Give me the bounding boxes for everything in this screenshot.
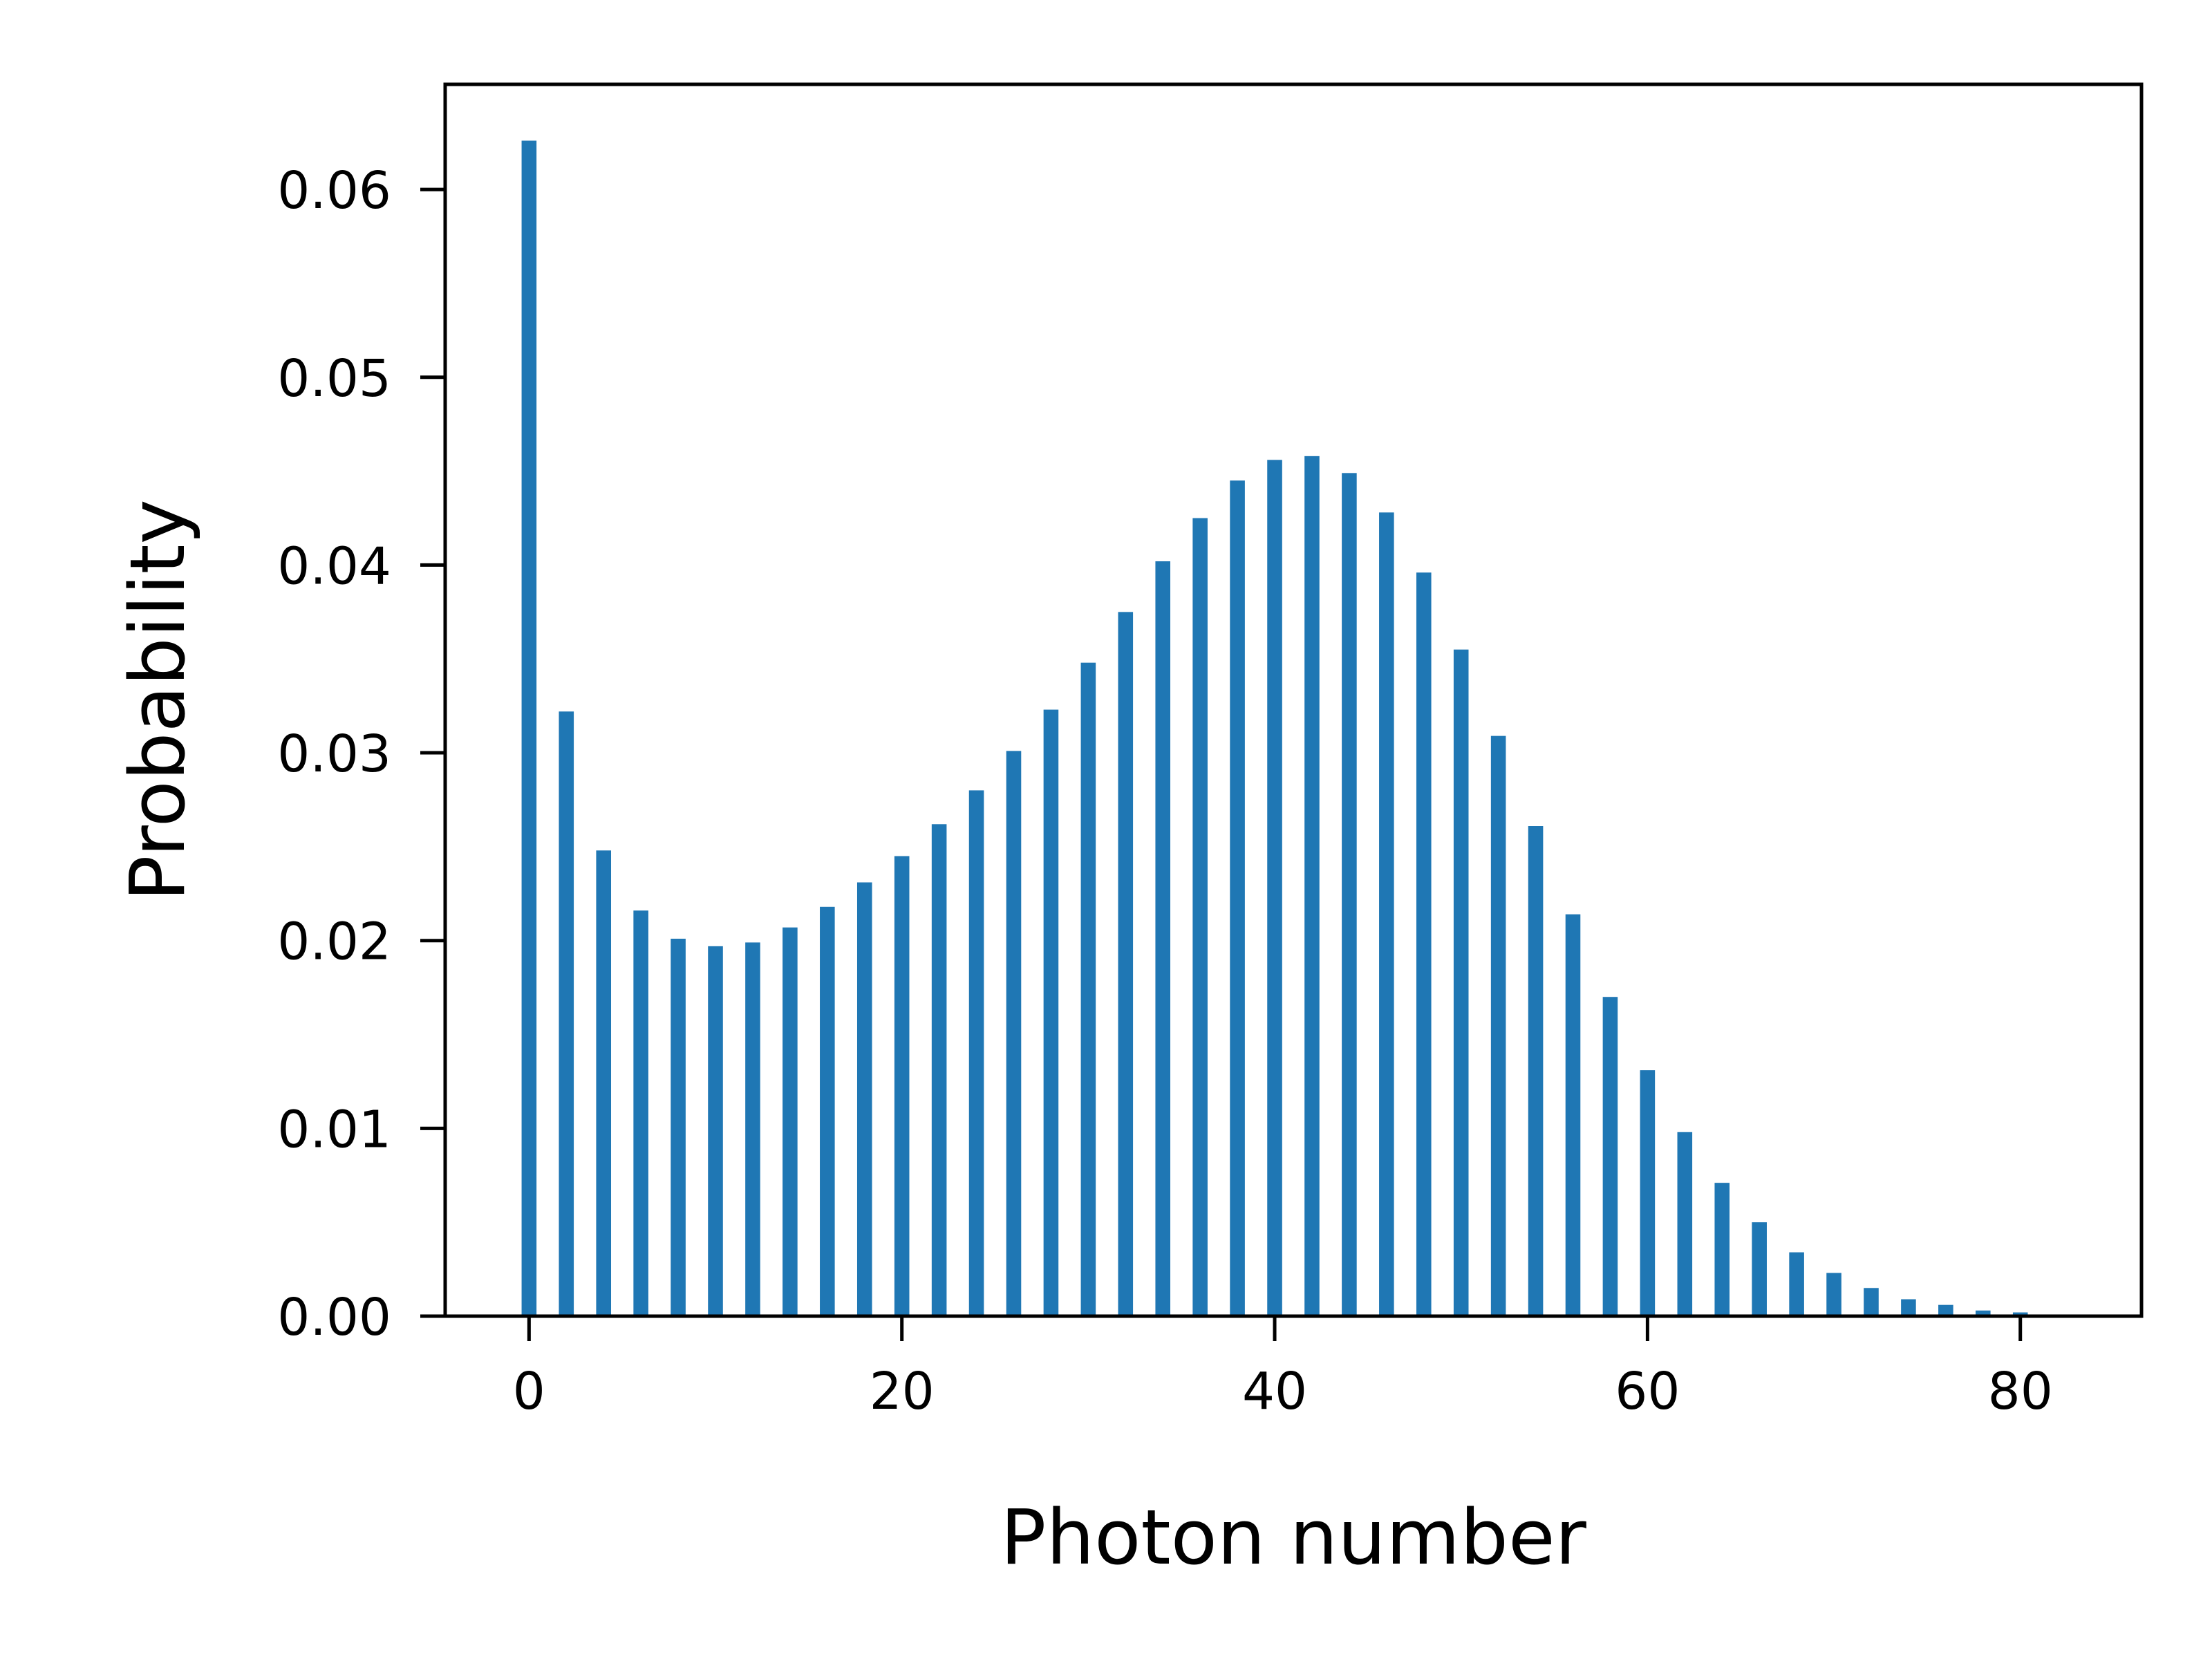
bar	[968, 790, 984, 1316]
bar	[1901, 1299, 1916, 1316]
bar	[1826, 1273, 1841, 1316]
bar	[782, 927, 798, 1316]
bar	[1155, 561, 1171, 1316]
bar	[1602, 997, 1618, 1316]
bar	[1118, 612, 1134, 1316]
bar	[1490, 735, 1506, 1316]
bar	[1304, 456, 1320, 1316]
y-axis-title: Probability	[113, 499, 202, 901]
x-tick-label: 0	[513, 1362, 545, 1421]
bar	[1416, 572, 1432, 1316]
y-tick-label: 0.06	[277, 161, 391, 221]
bar	[1640, 1070, 1656, 1316]
bar	[1192, 518, 1208, 1316]
bar	[1379, 512, 1394, 1316]
bar	[1043, 709, 1059, 1316]
bar	[1230, 480, 1245, 1316]
bar	[1528, 826, 1544, 1316]
bar	[1789, 1252, 1804, 1316]
bar	[671, 938, 686, 1316]
bar	[1565, 914, 1581, 1316]
y-tick-label: 0.01	[277, 1100, 391, 1159]
bar	[1677, 1132, 1693, 1316]
x-tick-label: 40	[1242, 1362, 1307, 1421]
bar	[1752, 1222, 1767, 1316]
bar	[1453, 649, 1469, 1316]
bar	[931, 824, 947, 1316]
x-tick-label: 80	[1988, 1362, 2053, 1421]
bar	[1267, 460, 1282, 1316]
y-tick-label: 0.05	[277, 349, 391, 409]
bar	[1080, 662, 1096, 1316]
bar	[708, 946, 723, 1316]
y-axis: 0.00 0.01 0.02 0.03 0.04 0.05 0.06	[277, 161, 445, 1347]
y-tick-label: 0.00	[277, 1288, 391, 1347]
x-axis: 0 20 40 60 80	[513, 1316, 2053, 1421]
bar	[1864, 1288, 1879, 1316]
bar	[820, 906, 835, 1316]
x-tick-label: 60	[1615, 1362, 1680, 1421]
bar	[745, 942, 760, 1316]
bar	[559, 711, 574, 1316]
bar	[1006, 751, 1022, 1316]
bar	[2012, 1312, 2028, 1316]
y-tick-label: 0.03	[277, 724, 391, 784]
bars-group	[521, 140, 2028, 1317]
bar	[1938, 1304, 1953, 1316]
bar	[856, 882, 872, 1316]
bar	[633, 910, 648, 1316]
x-axis-title: Photon number	[1000, 1493, 1587, 1582]
bar	[596, 850, 612, 1316]
x-tick-label: 20	[870, 1362, 935, 1421]
y-tick-label: 0.04	[277, 536, 391, 596]
bar	[894, 856, 910, 1316]
bar	[1975, 1310, 1991, 1316]
bar	[1342, 473, 1357, 1317]
plot-frame	[443, 82, 2144, 1318]
bar	[1714, 1183, 1730, 1316]
bar	[521, 140, 537, 1316]
y-tick-label: 0.02	[277, 912, 391, 972]
